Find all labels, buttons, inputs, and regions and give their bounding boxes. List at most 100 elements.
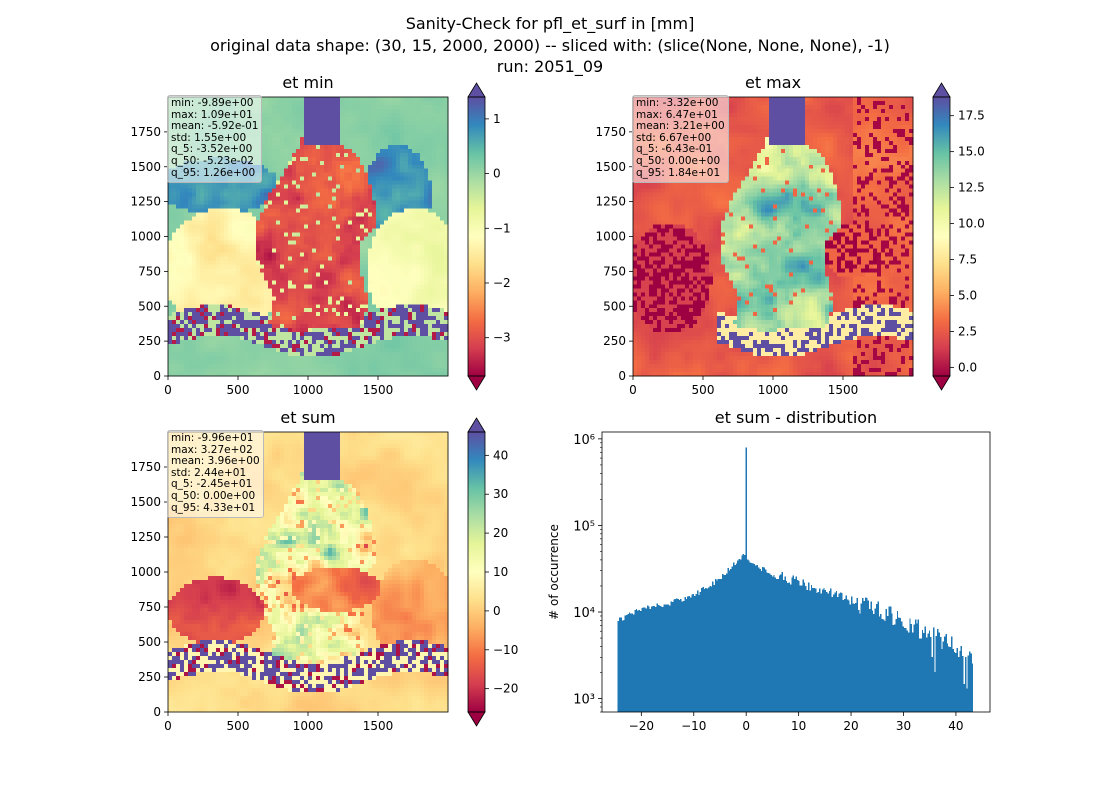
- map-cell: [376, 97, 381, 102]
- map-cell: [444, 172, 449, 178]
- map-cell: [404, 232, 409, 237]
- map-cell: [404, 288, 409, 293]
- map-cell: [320, 220, 325, 225]
- map-cell: [228, 196, 233, 202]
- map-cell: [404, 104, 409, 110]
- map-cell: [296, 144, 301, 150]
- map-cell: [180, 356, 185, 361]
- map-cell: [749, 97, 754, 102]
- map-cell: [400, 144, 405, 150]
- map-cell: [284, 140, 289, 146]
- map-cell: [300, 132, 305, 138]
- map-cell: [232, 340, 237, 345]
- map-cell: [180, 344, 185, 349]
- map-cell: [336, 324, 341, 329]
- map-cell: [376, 160, 381, 166]
- map-cell: [188, 276, 193, 281]
- map-cell: [316, 144, 321, 150]
- map-cell: [324, 300, 329, 305]
- map-cell: [340, 100, 345, 106]
- map-cell: [380, 340, 385, 345]
- map-cell: [272, 204, 277, 209]
- map-cell: [296, 280, 301, 285]
- map-cell: [188, 296, 193, 301]
- map-cell: [312, 200, 317, 206]
- map-cell: [316, 128, 321, 134]
- map-cell: [252, 368, 257, 373]
- map-cell: [312, 204, 317, 209]
- map-cell: [308, 168, 313, 174]
- map-cell: [384, 172, 389, 178]
- map-cell: [416, 176, 421, 182]
- map-cell: [408, 100, 413, 106]
- map-cell: [204, 216, 209, 221]
- map-cell: [180, 228, 185, 233]
- map-cell: [292, 176, 297, 182]
- map-cell: [388, 136, 393, 142]
- map-cell: [432, 112, 437, 118]
- map-cell: [196, 244, 201, 249]
- map-cell: [324, 168, 329, 174]
- map-cell: [268, 124, 273, 130]
- map-cell: [424, 124, 429, 130]
- map-cell: [368, 356, 373, 361]
- map-cell: [216, 288, 221, 293]
- map-cell: [264, 104, 269, 110]
- map-cell: [428, 184, 433, 190]
- map-cell: [436, 196, 441, 202]
- map-cell: [392, 244, 397, 249]
- map-cell: [172, 284, 177, 289]
- map-cell: [428, 316, 433, 321]
- map-cell: [324, 228, 329, 233]
- map-cell: [220, 280, 225, 285]
- map-cell: [196, 360, 201, 365]
- map-cell: [304, 164, 309, 170]
- map-cell: [300, 336, 305, 341]
- map-cell: [208, 332, 213, 337]
- map-cell: [268, 220, 273, 225]
- map-cell: [340, 284, 345, 289]
- map-cell: [432, 244, 437, 249]
- map-cell: [336, 292, 341, 297]
- map-cell: [364, 232, 369, 237]
- map-cell: [444, 332, 449, 337]
- map-cell: [416, 232, 421, 237]
- map-cell: [352, 168, 357, 174]
- map-cell: [188, 332, 193, 337]
- map-cell: [416, 212, 421, 217]
- map-cell: [356, 316, 361, 321]
- map-cell: [348, 328, 353, 333]
- map-cell: [312, 240, 317, 245]
- map-cell: [380, 280, 385, 285]
- map-cell: [444, 284, 449, 289]
- map-cell: [360, 352, 365, 357]
- map-cell: [412, 104, 417, 110]
- map-cell: [308, 236, 313, 241]
- map-cell: [392, 340, 397, 345]
- map-cell: [400, 212, 405, 217]
- map-cell: [372, 312, 377, 317]
- map-cell: [408, 272, 413, 277]
- map-cell: [376, 284, 381, 289]
- map-cell: [236, 372, 241, 377]
- map-cell: [348, 364, 353, 369]
- map-cell: [224, 360, 229, 365]
- map-cell: [236, 292, 241, 297]
- map-cell: [372, 256, 377, 261]
- map-cell: [200, 244, 205, 249]
- map-cell: [256, 372, 261, 377]
- map-cell: [428, 160, 433, 166]
- map-cell: [352, 268, 357, 273]
- map-cell: [352, 112, 357, 118]
- map-cell: [408, 164, 413, 170]
- map-cell: [244, 316, 249, 321]
- map-cell: [236, 204, 241, 209]
- map-cell: [296, 272, 301, 277]
- map-cell: [296, 160, 301, 166]
- map-cell: [388, 124, 393, 130]
- map-cell: [364, 104, 369, 110]
- map-cell: [332, 220, 337, 225]
- map-cell: [260, 140, 265, 146]
- map-cell: [340, 264, 345, 269]
- map-cell: [376, 232, 381, 237]
